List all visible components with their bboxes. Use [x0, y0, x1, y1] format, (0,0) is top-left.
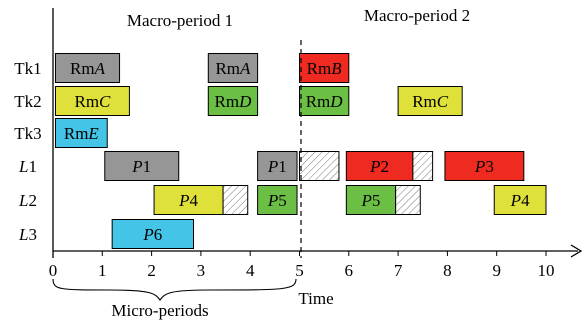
task-block: RmC — [54, 86, 130, 116]
task-block-rect — [54, 118, 108, 148]
task-block: P5 — [257, 185, 298, 215]
task-block-rect — [444, 151, 525, 181]
task-block-rect — [54, 53, 121, 83]
task-block: RmB — [299, 53, 350, 83]
x-tick-label: 4 — [246, 261, 255, 280]
hatched-block — [395, 185, 421, 215]
task-block-label: P3 — [474, 157, 494, 176]
task-block-label: RmC — [74, 92, 111, 111]
task-block: P4 — [493, 185, 547, 215]
x-tick-label: 0 — [49, 261, 58, 280]
micro-periods-label: Micro-periods — [111, 301, 208, 320]
task-block: P6 — [111, 219, 195, 249]
task-block-label: P1 — [131, 157, 151, 176]
task-block-label: P4 — [510, 191, 530, 210]
task-block-rect — [54, 86, 130, 116]
task-block: P2 — [345, 151, 414, 181]
row-labels: Tk1 Tk2 Tk3 L1 L2 L3 — [14, 59, 41, 244]
task-block-label: P5 — [267, 191, 287, 210]
task-block-label: RmD — [215, 92, 253, 111]
x-tick-label: 9 — [492, 261, 501, 280]
x-tick-label: 10 — [538, 261, 555, 280]
x-tick-label: 2 — [147, 261, 156, 280]
task-block-label: P5 — [361, 191, 381, 210]
hatched-block — [222, 185, 249, 215]
task-block-rect — [104, 151, 180, 181]
row-label-tk1: Tk1 — [14, 59, 41, 78]
row-label-tk3: Tk3 — [14, 124, 41, 143]
task-block-rect — [397, 86, 463, 116]
task-block: RmA — [207, 53, 259, 83]
task-block-rect — [207, 53, 259, 83]
micro-periods-brace — [52, 278, 297, 301]
task-block-label: RmA — [215, 59, 251, 78]
task-block-label: RmC — [412, 92, 449, 111]
axis-title: Time — [298, 289, 333, 308]
hatched-block — [412, 151, 434, 181]
task-block: RmC — [397, 86, 463, 116]
task-blocks: RmA RmA RmB RmC RmD RmD RmC RmE P1 P1 P2 P3 P4 P5 P5 P4… — [54, 53, 547, 249]
task-block-rect — [153, 185, 224, 215]
task-block-label: RmD — [306, 92, 344, 111]
task-block-label: RmB — [307, 59, 343, 78]
task-block: P1 — [257, 151, 298, 181]
task-block-label: P2 — [369, 157, 389, 176]
task-block-rect — [207, 86, 259, 116]
task-block-rect — [493, 185, 547, 215]
x-axis-arrow-icon — [570, 244, 583, 258]
task-block-rect — [299, 86, 350, 116]
task-block-rect — [257, 151, 298, 181]
row-label-tk2: Tk2 — [14, 92, 41, 111]
task-block: P3 — [444, 151, 525, 181]
row-label-l3: L3 — [18, 225, 37, 244]
x-tick-label: 7 — [394, 261, 403, 280]
x-tick-label: 3 — [197, 261, 206, 280]
task-block-rect — [299, 53, 350, 83]
time-axis: 0 1 2 3 4 5 6 7 8 9 10 — [49, 8, 583, 280]
task-block-label: P4 — [178, 191, 198, 210]
task-block-label: RmA — [70, 59, 106, 78]
task-block: RmD — [207, 86, 259, 116]
x-tick-label: 1 — [98, 261, 107, 280]
task-block-rect — [257, 185, 298, 215]
task-block: P4 — [153, 185, 224, 215]
task-block-label: P6 — [142, 225, 162, 244]
hatched-blocks — [222, 151, 434, 215]
task-block-rect — [111, 219, 195, 249]
macro-period-2-label: Macro-period 2 — [364, 6, 470, 25]
macro-period-1-label: Macro-period 1 — [127, 11, 233, 30]
task-block: RmA — [54, 53, 121, 83]
row-label-l2: L2 — [18, 191, 37, 210]
x-tick-label: 8 — [443, 261, 452, 280]
task-block-label: RmE — [64, 124, 100, 143]
task-block-rect — [345, 185, 397, 215]
task-block-rect — [345, 151, 414, 181]
task-block: P5 — [345, 185, 397, 215]
task-block-label: P1 — [267, 157, 287, 176]
task-block: RmD — [299, 86, 350, 116]
hatched-block — [299, 151, 340, 181]
x-tick-label: 5 — [295, 261, 304, 280]
task-block: RmE — [54, 118, 108, 148]
row-label-l1: L1 — [18, 157, 37, 176]
x-tick-label: 6 — [345, 261, 354, 280]
task-block: P1 — [104, 151, 180, 181]
